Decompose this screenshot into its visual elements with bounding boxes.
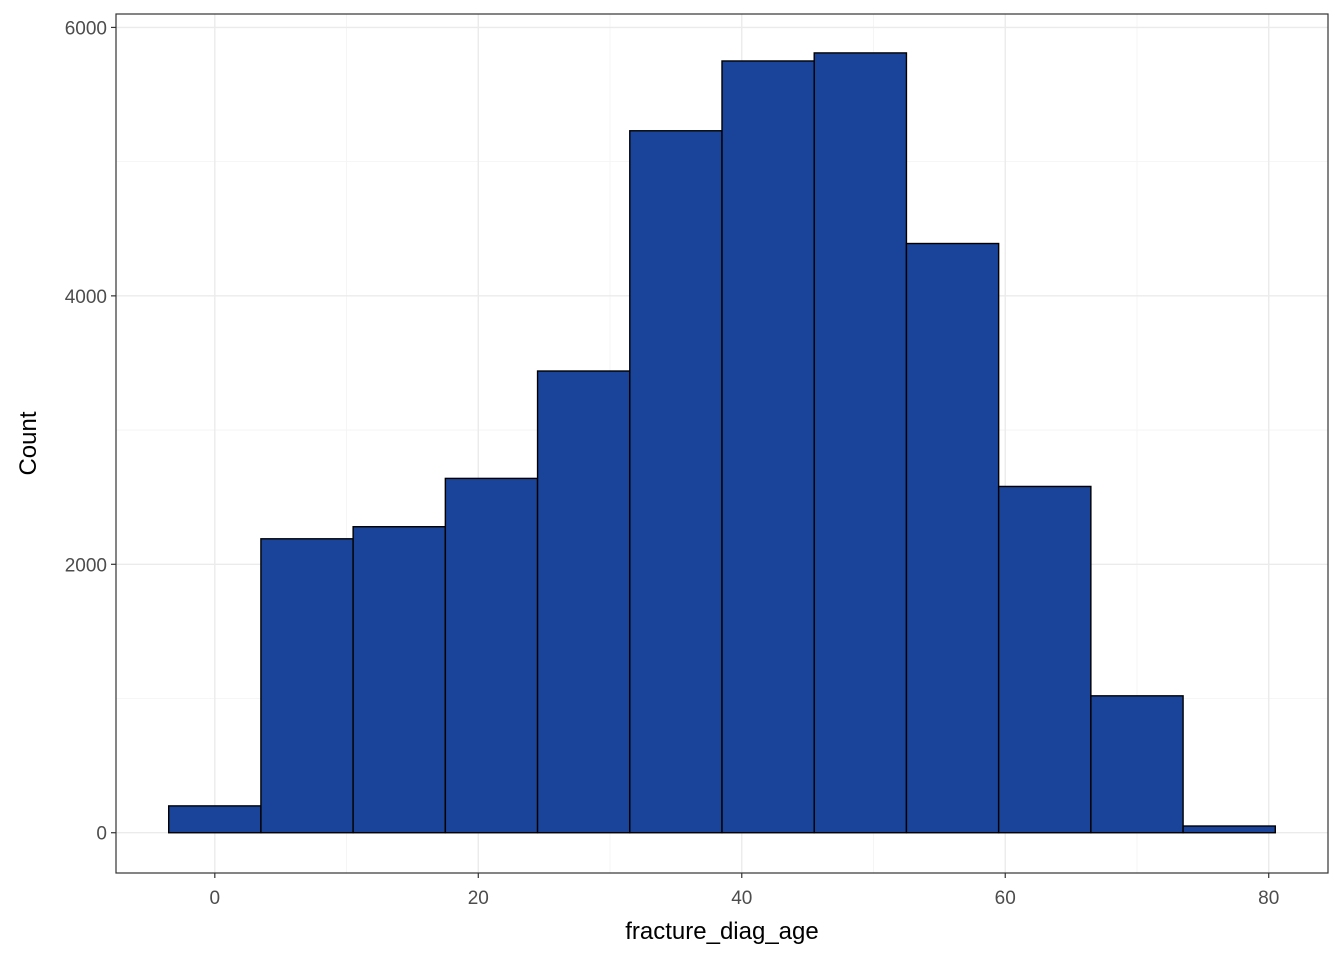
histogram-bar [721, 60, 815, 834]
histogram-bar [260, 538, 354, 834]
histogram-bar [905, 242, 1000, 834]
histogram-bar [813, 52, 908, 834]
histogram-bar [997, 485, 1092, 834]
x-axis: 0 20 40 60 80 [210, 873, 1279, 909]
histogram-bar [167, 805, 262, 834]
x-tick-label: 40 [731, 888, 752, 909]
panel-border [115, 13, 1329, 874]
histogram-bar [1182, 825, 1277, 834]
y-axis-title: Count [15, 411, 42, 475]
histogram-bars [167, 52, 1277, 834]
x-tick-label: 60 [995, 888, 1016, 909]
histogram-bar [444, 477, 539, 834]
y-tick-label: 2000 [65, 555, 107, 576]
histogram-bar [1090, 695, 1184, 834]
x-tick-label: 20 [468, 888, 489, 909]
histogram-bar [352, 526, 447, 834]
y-tick-label: 0 [96, 824, 107, 845]
x-tick-label: 80 [1258, 888, 1279, 909]
y-axis: 0 2000 4000 6000 [65, 18, 116, 845]
x-tick-label: 0 [210, 888, 221, 909]
y-tick-label: 4000 [65, 287, 107, 308]
x-axis-title: fracture_diag_age [625, 918, 818, 945]
histogram-bar [629, 130, 723, 834]
histogram-bar [536, 370, 631, 834]
y-tick-label: 6000 [65, 18, 107, 39]
